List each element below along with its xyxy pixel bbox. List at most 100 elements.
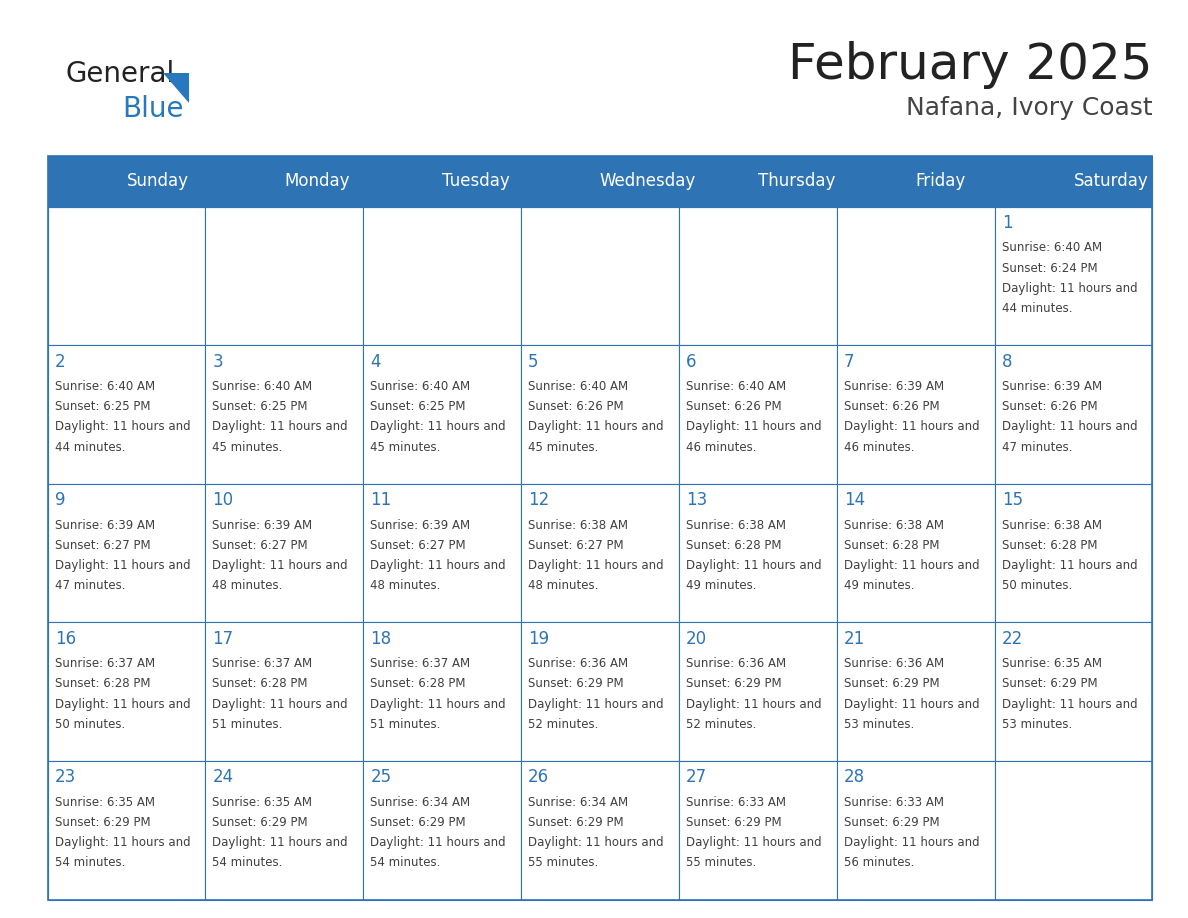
Text: Daylight: 11 hours and: Daylight: 11 hours and — [843, 698, 979, 711]
Text: 44 minutes.: 44 minutes. — [55, 441, 125, 453]
Text: 54 minutes.: 54 minutes. — [213, 856, 283, 869]
Bar — [994, 761, 1152, 900]
Text: Sunset: 6:24 PM: Sunset: 6:24 PM — [1001, 262, 1098, 274]
Text: Daylight: 11 hours and: Daylight: 11 hours and — [529, 836, 664, 849]
Text: 25: 25 — [371, 768, 391, 787]
Text: Daylight: 11 hours and: Daylight: 11 hours and — [843, 559, 979, 572]
Text: Nafana, Ivory Coast: Nafana, Ivory Coast — [905, 96, 1152, 120]
Text: 45 minutes.: 45 minutes. — [529, 441, 599, 453]
Bar — [206, 761, 364, 900]
Text: 51 minutes.: 51 minutes. — [213, 718, 283, 731]
Bar — [48, 484, 206, 622]
Text: General: General — [65, 60, 175, 88]
Text: Sunrise: 6:38 AM: Sunrise: 6:38 AM — [1001, 519, 1101, 532]
Text: 44 minutes.: 44 minutes. — [1001, 302, 1072, 315]
Text: Sunset: 6:28 PM: Sunset: 6:28 PM — [843, 539, 940, 552]
Text: Sunset: 6:26 PM: Sunset: 6:26 PM — [843, 400, 940, 413]
Text: Sunset: 6:26 PM: Sunset: 6:26 PM — [1001, 400, 1098, 413]
Text: Daylight: 11 hours and: Daylight: 11 hours and — [529, 698, 664, 711]
Bar — [836, 761, 994, 900]
Text: Sunrise: 6:40 AM: Sunrise: 6:40 AM — [1001, 241, 1101, 254]
Text: Daylight: 11 hours and: Daylight: 11 hours and — [213, 559, 348, 572]
Text: 51 minutes.: 51 minutes. — [371, 718, 441, 731]
Text: 10: 10 — [213, 491, 234, 509]
Text: Daylight: 11 hours and: Daylight: 11 hours and — [55, 698, 190, 711]
Bar — [48, 345, 206, 484]
Bar — [836, 345, 994, 484]
Text: Daylight: 11 hours and: Daylight: 11 hours and — [55, 420, 190, 433]
Text: Sunset: 6:29 PM: Sunset: 6:29 PM — [843, 677, 940, 690]
Bar — [206, 484, 364, 622]
Text: 47 minutes.: 47 minutes. — [1001, 441, 1072, 453]
Bar — [836, 207, 994, 345]
Text: Sunrise: 6:39 AM: Sunrise: 6:39 AM — [213, 519, 312, 532]
Text: Sunrise: 6:40 AM: Sunrise: 6:40 AM — [371, 380, 470, 393]
Bar — [522, 484, 678, 622]
Text: 13: 13 — [685, 491, 707, 509]
Text: Daylight: 11 hours and: Daylight: 11 hours and — [1001, 559, 1137, 572]
Text: Daylight: 11 hours and: Daylight: 11 hours and — [843, 836, 979, 849]
Text: 55 minutes.: 55 minutes. — [685, 856, 757, 869]
Text: 48 minutes.: 48 minutes. — [529, 579, 599, 592]
Text: 4: 4 — [371, 353, 381, 371]
Text: Daylight: 11 hours and: Daylight: 11 hours and — [685, 559, 822, 572]
Text: Daylight: 11 hours and: Daylight: 11 hours and — [213, 836, 348, 849]
Text: Daylight: 11 hours and: Daylight: 11 hours and — [55, 559, 190, 572]
Text: 54 minutes.: 54 minutes. — [55, 856, 125, 869]
Text: Sunset: 6:28 PM: Sunset: 6:28 PM — [371, 677, 466, 690]
Bar — [678, 484, 836, 622]
Text: Sunset: 6:29 PM: Sunset: 6:29 PM — [371, 816, 466, 829]
Text: Daylight: 11 hours and: Daylight: 11 hours and — [685, 698, 822, 711]
Text: Sunrise: 6:39 AM: Sunrise: 6:39 AM — [843, 380, 944, 393]
Text: Saturday: Saturday — [1074, 173, 1148, 190]
Text: Sunrise: 6:37 AM: Sunrise: 6:37 AM — [55, 657, 154, 670]
Text: 52 minutes.: 52 minutes. — [685, 718, 757, 731]
Text: Daylight: 11 hours and: Daylight: 11 hours and — [371, 420, 506, 433]
Text: Daylight: 11 hours and: Daylight: 11 hours and — [1001, 698, 1137, 711]
Text: Daylight: 11 hours and: Daylight: 11 hours and — [371, 698, 506, 711]
Text: Daylight: 11 hours and: Daylight: 11 hours and — [213, 420, 348, 433]
Bar — [994, 622, 1152, 761]
Text: 46 minutes.: 46 minutes. — [843, 441, 915, 453]
Text: Sunrise: 6:34 AM: Sunrise: 6:34 AM — [371, 796, 470, 809]
Text: Sunset: 6:26 PM: Sunset: 6:26 PM — [529, 400, 624, 413]
Text: Daylight: 11 hours and: Daylight: 11 hours and — [213, 698, 348, 711]
Text: Sunset: 6:28 PM: Sunset: 6:28 PM — [685, 539, 782, 552]
Text: Sunset: 6:29 PM: Sunset: 6:29 PM — [529, 816, 624, 829]
Bar — [48, 622, 206, 761]
Bar — [206, 207, 364, 345]
Bar — [836, 622, 994, 761]
Bar — [678, 761, 836, 900]
Text: Sunset: 6:26 PM: Sunset: 6:26 PM — [685, 400, 782, 413]
Text: Daylight: 11 hours and: Daylight: 11 hours and — [1001, 420, 1137, 433]
Bar — [364, 622, 522, 761]
Text: Sunrise: 6:39 AM: Sunrise: 6:39 AM — [1001, 380, 1101, 393]
Polygon shape — [163, 73, 189, 103]
Bar — [48, 761, 206, 900]
Text: Daylight: 11 hours and: Daylight: 11 hours and — [55, 836, 190, 849]
Text: 53 minutes.: 53 minutes. — [843, 718, 914, 731]
Bar — [836, 484, 994, 622]
Text: 9: 9 — [55, 491, 65, 509]
Text: Sunrise: 6:40 AM: Sunrise: 6:40 AM — [55, 380, 154, 393]
Bar — [522, 207, 678, 345]
Text: 55 minutes.: 55 minutes. — [529, 856, 599, 869]
Bar — [994, 484, 1152, 622]
Text: Sunset: 6:29 PM: Sunset: 6:29 PM — [843, 816, 940, 829]
Text: 27: 27 — [685, 768, 707, 787]
Text: Sunrise: 6:40 AM: Sunrise: 6:40 AM — [529, 380, 628, 393]
Text: 56 minutes.: 56 minutes. — [843, 856, 915, 869]
Text: Sunrise: 6:33 AM: Sunrise: 6:33 AM — [843, 796, 943, 809]
Text: 49 minutes.: 49 minutes. — [843, 579, 915, 592]
Text: February 2025: February 2025 — [788, 41, 1152, 89]
Text: Sunset: 6:25 PM: Sunset: 6:25 PM — [55, 400, 150, 413]
Text: Sunset: 6:28 PM: Sunset: 6:28 PM — [213, 677, 308, 690]
Text: Sunrise: 6:40 AM: Sunrise: 6:40 AM — [213, 380, 312, 393]
Text: Sunrise: 6:35 AM: Sunrise: 6:35 AM — [1001, 657, 1101, 670]
Text: Blue: Blue — [122, 95, 184, 123]
Text: 2: 2 — [55, 353, 65, 371]
Text: 28: 28 — [843, 768, 865, 787]
Text: 26: 26 — [529, 768, 549, 787]
Text: Daylight: 11 hours and: Daylight: 11 hours and — [685, 420, 822, 433]
Text: Sunrise: 6:37 AM: Sunrise: 6:37 AM — [213, 657, 312, 670]
